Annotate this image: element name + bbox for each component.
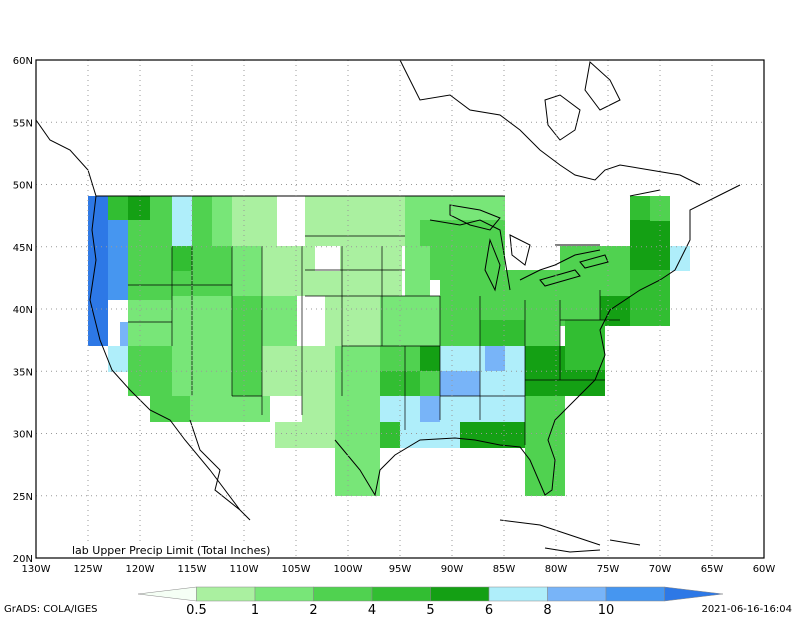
colorbar-swatch (254, 586, 314, 602)
gridlines (36, 60, 764, 558)
colorbar-swatch (488, 586, 548, 602)
colorbar-swatch (313, 586, 373, 602)
map-frame (35, 59, 765, 559)
lat-tick-label: 30N (13, 430, 33, 441)
lon-tick-label: 70W (649, 564, 672, 575)
colorbar-label: 5 (426, 603, 434, 618)
lon-tick-label: 130W (22, 564, 51, 575)
lon-tick-label: 115W (178, 564, 207, 575)
colorbar-swatch (137, 586, 197, 602)
lat-tick-label: 55N (13, 118, 33, 129)
lat-tick-label: 35N (13, 367, 33, 378)
title-background (70, 542, 292, 556)
state-boundaries (128, 235, 620, 445)
colorbar-label: 10 (598, 603, 615, 618)
lat-axis: 20N 25N 30N 35N 40N 45N 50N 55N 60N (13, 56, 33, 565)
lat-tick-label: 25N (13, 492, 33, 503)
lon-tick-label: 65W (701, 564, 724, 575)
colorbar-swatch (605, 586, 665, 602)
lon-tick-label: 110W (230, 564, 259, 575)
coastline (89, 184, 741, 521)
lat-tick-label: 40N (13, 305, 33, 316)
colorbar-label: 1 (251, 603, 259, 618)
colorbar-swatch (196, 586, 256, 602)
canada-coastline (35, 59, 701, 553)
colorbar-label: 4 (368, 603, 376, 618)
footer-left: GrADS: COLA/IGES (4, 604, 98, 615)
lon-tick-label: 90W (441, 564, 464, 575)
colorbar-label: 8 (543, 603, 551, 618)
map-title: lab Upper Precip Limit (Total Inches) (72, 544, 270, 557)
colorbar-swatch (547, 586, 607, 602)
footer-right: 2021-06-16-16:04 (701, 604, 792, 615)
lon-tick-label: 125W (74, 564, 103, 575)
lat-tick-label: 20N (13, 554, 33, 565)
colorbar-swatch (664, 586, 724, 602)
lon-axis: 130W 125W 120W 115W 110W 105W 100W 95W 90W 85W 80W… (22, 564, 776, 575)
colorbar-label: 6 (485, 603, 493, 618)
lon-tick-label: 75W (597, 564, 620, 575)
colorbar-swatch (430, 586, 490, 602)
lon-tick-label: 85W (493, 564, 516, 575)
lon-tick-label: 80W (545, 564, 568, 575)
lon-tick-label: 105W (282, 564, 311, 575)
lat-tick-label: 45N (13, 243, 33, 254)
precip-shading (88, 196, 690, 496)
lon-tick-label: 100W (334, 564, 363, 575)
lon-tick-label: 95W (389, 564, 412, 575)
lat-tick-label: 50N (13, 181, 33, 192)
colorbar-label: 2 (309, 603, 317, 618)
colorbar: 0.5 1 2 4 5 6 8 10 (137, 586, 724, 618)
colorbar-swatch (371, 586, 431, 602)
lon-tick-label: 120W (126, 564, 155, 575)
lat-tick-label: 60N (13, 56, 33, 67)
colorbar-label: 0.5 (186, 603, 207, 618)
lon-tick-label: 60W (753, 564, 776, 575)
great-lakes (449, 204, 609, 292)
